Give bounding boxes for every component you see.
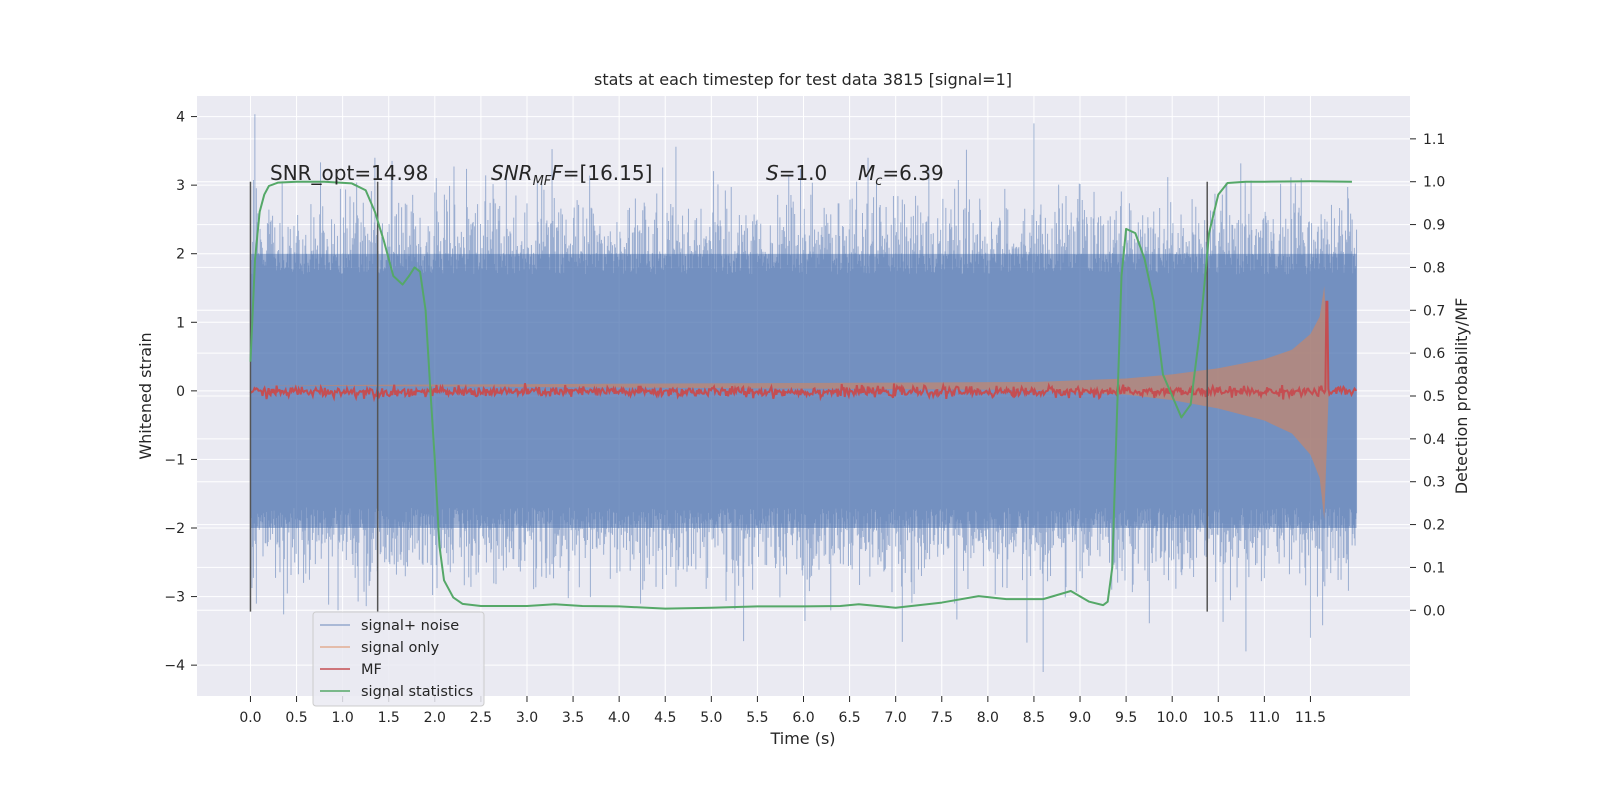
x-tick-label: 2.0 [424,710,446,726]
x-tick-label: 11.0 [1249,710,1280,726]
signal-statistics-series [249,180,1352,610]
right-y-tick-label: 0.8 [1423,260,1445,276]
left-y-tick-label: 3 [176,178,185,194]
x-axis-label: Time (s) [769,729,835,748]
left-y-axis-ticks: −4 −3 −2 −1 0 1 2 3 4 [164,110,197,674]
annotation-s: S=1.0 [766,161,827,185]
right-y-tick-label: 0.4 [1423,432,1445,448]
x-tick-label: 1.5 [378,710,400,726]
mf-series [249,300,1357,403]
x-tick-label: 9.0 [1069,710,1091,726]
left-y-tick-label: −1 [164,452,185,468]
right-y-tick-label: 0.7 [1423,303,1445,319]
x-tick-label: 4.0 [608,710,630,726]
legend-item-signal-statistics: signal statistics [320,684,473,700]
annotation-mc: Mc=6.39 [858,161,944,189]
left-y-tick-label: 4 [176,110,185,126]
x-tick-label: 9.5 [1115,710,1137,726]
x-tick-label: 10.0 [1157,710,1188,726]
svg-text:MF: MF [361,662,382,678]
left-y-tick-label: 1 [176,315,185,331]
right-y-tick-label: 0.6 [1423,346,1445,362]
annotation-snr-mf: SNRMFF=[16.15] [491,161,652,189]
x-tick-label: 7.0 [885,710,907,726]
svg-text:signal statistics: signal statistics [361,684,473,700]
x-tick-label: 8.5 [1023,710,1045,726]
left-y-tick-label: −3 [164,590,185,606]
svg-text:signal only: signal only [361,640,440,656]
x-tick-label: 10.5 [1203,710,1234,726]
left-y-axis-label: Whitened strain [136,332,155,459]
left-y-tick-label: 0 [176,384,185,400]
mf-line [249,300,1357,403]
legend-item-mf: MF [320,662,382,678]
x-tick-label: 5.0 [700,710,722,726]
x-tick-label: 6.0 [792,710,814,726]
x-tick-label: 0.5 [285,710,307,726]
x-tick-label: 8.0 [977,710,999,726]
x-tick-label: 3.5 [562,710,584,726]
x-axis-ticks: 0.0 0.5 1.0 1.5 2.0 2.5 3.0 3.5 4.0 4.5 5.0 5.5 6.0 6… [239,696,1326,726]
x-tick-label: 3.0 [516,710,538,726]
x-tick-label: 5.5 [746,710,768,726]
right-y-tick-label: 0.9 [1423,218,1445,234]
legend-item-signal-plus-noise: signal+ noise [320,618,459,634]
legend-box [312,611,485,707]
right-y-tick-label: 0.5 [1423,389,1445,405]
right-y-axis-label: Detection probability/MF [1452,298,1471,495]
x-tick-label: 7.5 [931,710,953,726]
right-y-tick-label: 1.0 [1423,175,1445,191]
svg-text:signal+ noise: signal+ noise [361,618,459,634]
chart-title: stats at each timestep for test data 381… [594,70,1012,89]
x-tick-label: 6.5 [838,710,860,726]
x-tick-label: 1.0 [332,710,354,726]
right-y-tick-label: 0.0 [1423,603,1445,619]
x-tick-label: 4.5 [654,710,676,726]
signal-statistics-line [249,180,1352,610]
left-y-tick-label: −2 [164,521,185,537]
right-y-tick-label: 0.1 [1423,560,1445,576]
x-tick-label: 11.5 [1295,710,1326,726]
x-tick-label: 2.5 [470,710,492,726]
x-tick-label: 0.0 [239,710,261,726]
annotation-snr-opt: SNR_opt=14.98 [270,161,428,185]
left-y-tick-label: −4 [164,658,185,674]
legend: signal+ noise signal only MF signal stat… [312,611,485,707]
right-y-tick-label: 0.2 [1423,518,1445,534]
right-y-axis-ticks: 0.0 0.1 0.2 0.3 0.4 0.5 0.6 0.7 0.8 0.9 1.0 1.1 [1410,132,1445,619]
legend-item-signal-only: signal only [320,640,440,656]
left-y-tick-label: 2 [176,247,185,263]
right-y-tick-label: 1.1 [1423,132,1445,148]
right-y-tick-label: 0.3 [1423,475,1445,491]
